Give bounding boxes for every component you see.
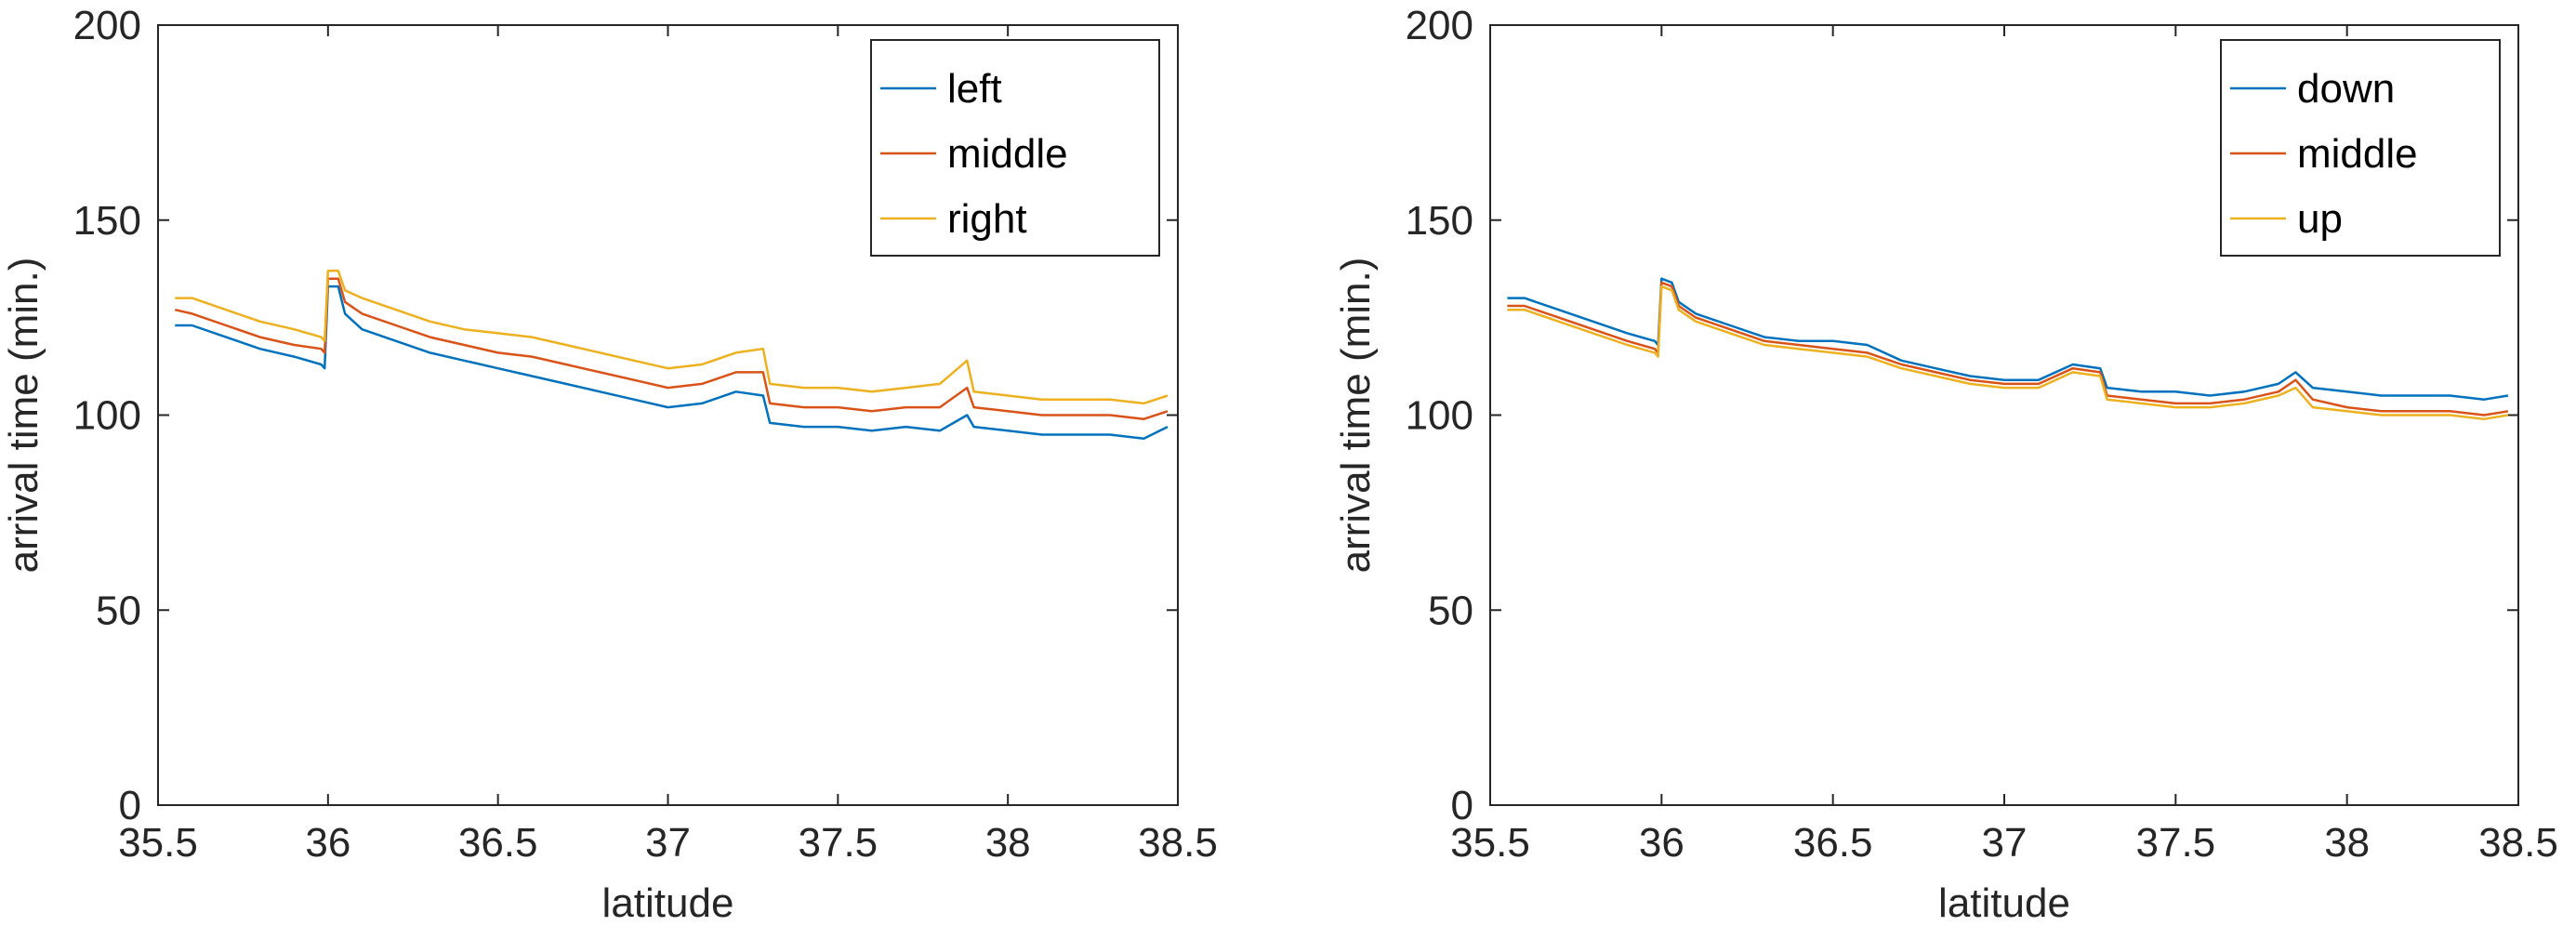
x-tick-label: 35.5 [118,820,198,866]
y-tick-label: 0 [1451,783,1473,828]
y-tick-label: 100 [1406,393,1473,439]
y-axis-label: arrival time (min.) [1,258,46,574]
x-tick-label: 37 [1982,820,2028,866]
legend-label-left: left [947,66,1002,112]
series-line-up [1507,284,2509,420]
x-tick-label: 37.5 [799,820,878,866]
legend-label-middle: middle [947,131,1068,177]
x-tick-label: 36 [1639,820,1684,866]
x-tick-label: 38 [985,820,1031,866]
x-tick-label: 36 [305,820,350,866]
y-tick-label: 200 [73,3,141,48]
legend-box [2220,39,2501,257]
x-tick-label: 38 [2324,820,2370,866]
y-tick-label: 50 [96,588,141,633]
x-tick-label: 35.5 [1450,820,1530,866]
legend-label-middle: middle [2297,131,2418,177]
x-tick-label: 36.5 [1793,820,1873,866]
x-tick-label: 37.5 [2136,820,2216,866]
y-tick-label: 50 [1428,588,1473,633]
y-tick-label: 150 [1406,198,1473,244]
series-line-left [175,284,1169,440]
legend-label-up: up [2297,196,2343,242]
legend-label-right: right [947,196,1027,242]
series-line-middle [175,277,1169,420]
x-tick-label: 36.5 [458,820,538,866]
legend: down middle up [2220,39,2501,257]
x-tick-label: 38.5 [2478,820,2558,866]
x-axis-label: latitude [1938,880,2070,926]
y-tick-label: 0 [119,783,141,828]
legend-box [870,39,1160,257]
x-tick-label: 37 [645,820,691,866]
series-line-right [175,270,1169,405]
x-axis-label: latitude [602,880,734,926]
chart-left-panel: 35.5 36 36.5 37 37.5 38 38.5 0 50 100 150 200 latitu… [1,3,1218,926]
chart-right-panel: 35.5 36 36.5 37 37.5 38 38.5 0 50 100 150 200 latitu… [1333,3,2558,926]
legend: left middle right [870,39,1160,257]
y-axis-label: arrival time (min.) [1333,258,1379,574]
y-tick-label: 100 [73,393,141,439]
legend-label-down: down [2297,66,2395,112]
y-tick-label: 200 [1406,3,1473,48]
x-tick-label: 38.5 [1138,820,1218,866]
y-tick-label: 150 [73,198,141,244]
